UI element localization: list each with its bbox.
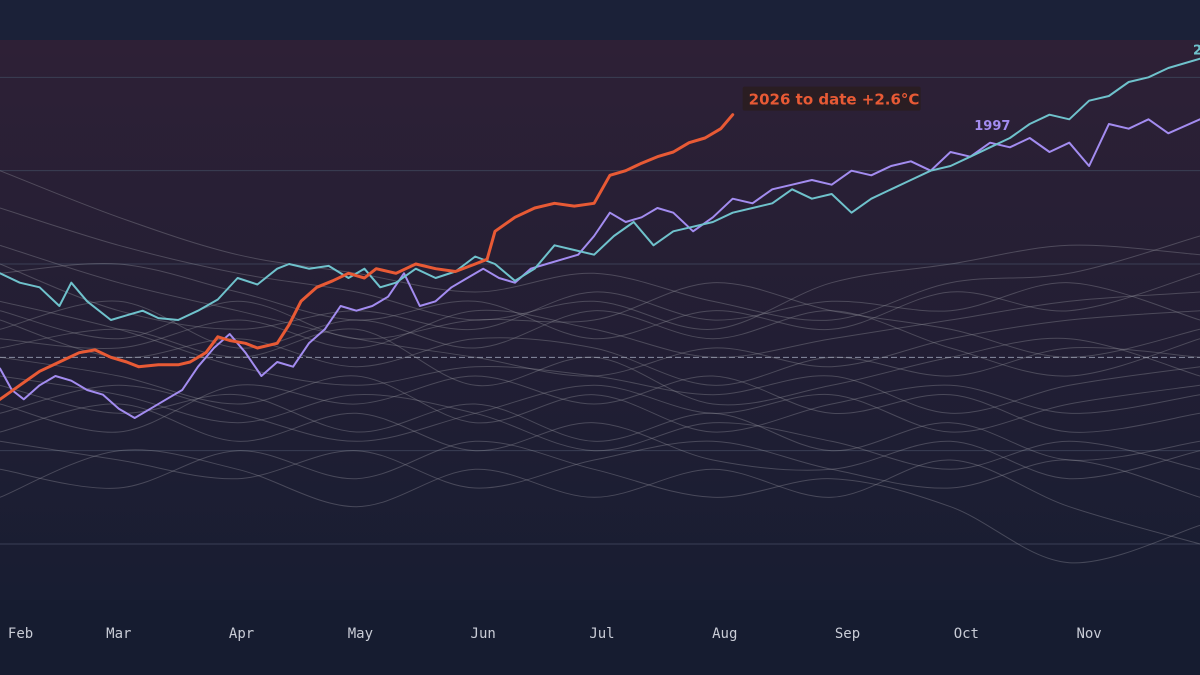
x-tick-label: Nov [1076,626,1101,642]
x-tick-label: Feb [8,626,33,642]
background-year-line [0,440,1200,564]
annotation-2026: 2026 to date +2.6°C [749,91,920,109]
highlight-series [0,57,1200,419]
x-tick-label: Sep [835,626,860,642]
x-tick-label: Oct [954,626,979,642]
background-year-line [0,384,1200,442]
series-label-1997: 1997 [974,119,1010,134]
background-year-line [0,375,1200,470]
x-tick-label: Jun [471,626,496,642]
plot-background [0,40,1200,600]
series-labels: 2026 to date +2.6°C 2 1997 [742,44,1200,134]
x-tick-label: Apr [229,626,254,642]
series-line-1997 [0,118,1200,419]
background-year-line [0,291,1200,358]
x-tick-label: Mar [106,626,131,642]
background-year-line [0,384,1200,461]
gridlines [0,76,1200,545]
background-year-line [0,170,1200,321]
background-year-line [0,440,1200,498]
background-year-line [0,328,1200,406]
x-tick-label: Jul [589,626,614,642]
background-year-line [0,300,1200,377]
background-year-line [0,207,1200,330]
annotation-box [742,86,921,111]
background-year-line [0,375,1200,433]
background-year-line [0,263,1200,331]
background-year-line [0,262,1200,340]
x-axis: Feb Mar Apr May Jun Jul Aug Sep Oct Nov [8,626,1102,642]
background-year-line [0,449,1200,545]
background-year-line [0,244,1200,377]
series-line-2026-to-date [0,113,735,401]
x-tick-label: May [348,626,373,642]
x-tick-label: Aug [712,626,737,642]
series-line-2024 [0,57,1200,321]
background-year-line [0,300,1200,414]
background-year-line [0,403,1200,480]
background-year-line [0,356,1200,433]
top-band [0,0,1200,40]
background-year-line [0,319,1200,386]
background-years [0,170,1200,564]
series-label-2024: 2 [1193,44,1200,59]
